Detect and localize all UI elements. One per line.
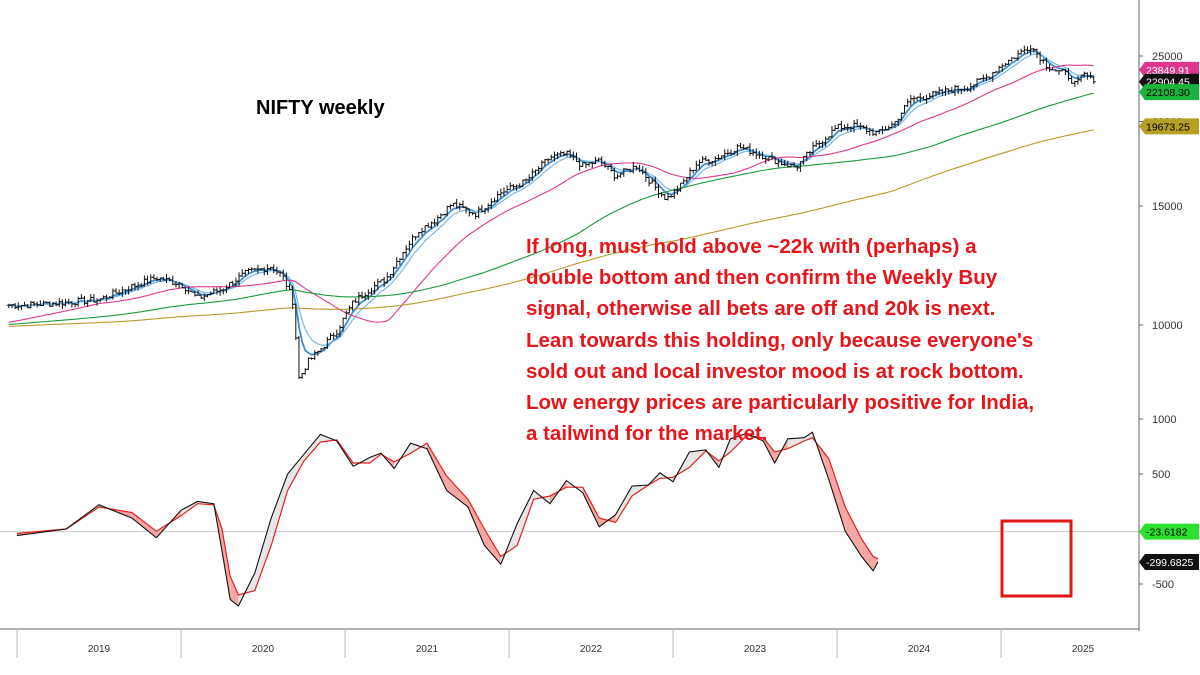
oscillator-y-tick-label: -500 bbox=[1152, 579, 1174, 591]
value-badges: 23849.9122904.4522108.3019673.25-23.6182… bbox=[1139, 61, 1199, 570]
oscillator-fill bbox=[484, 529, 501, 565]
value-badge: 22108.30 bbox=[1139, 84, 1199, 101]
value-badge: 19673.25 bbox=[1139, 118, 1199, 135]
price-y-tick-label: 15000 bbox=[1152, 201, 1183, 213]
oscillator-fill bbox=[131, 512, 157, 538]
moving-average-line bbox=[8, 92, 1094, 326]
price-y-tick-label: 10000 bbox=[1152, 320, 1183, 332]
oscillator-fill bbox=[230, 576, 239, 606]
annotation-text: If long, must hold above ~22k with (perh… bbox=[526, 231, 1166, 449]
chart-title: NIFTY weekly bbox=[256, 97, 385, 119]
x-tick-label: 2020 bbox=[252, 644, 275, 655]
oscillator-fill bbox=[468, 499, 485, 546]
annotation-line: If long, must hold above ~22k with (perh… bbox=[526, 235, 977, 258]
oscillator-fill bbox=[427, 443, 447, 491]
value-badge: -299.6825 bbox=[1139, 553, 1199, 570]
annotation-line: Lean towards this holding, only because … bbox=[526, 328, 1034, 352]
moving-average-lines bbox=[8, 49, 1095, 356]
oscillator-fill bbox=[845, 507, 862, 557]
value-badge-box bbox=[1139, 553, 1199, 570]
oscillator-fill bbox=[254, 518, 272, 591]
moving-average-line bbox=[8, 53, 1094, 347]
oscillator-fill bbox=[500, 523, 518, 565]
annotation-line: double bottom and then confirm the Weekl… bbox=[526, 266, 998, 290]
value-badge-label: -23.6182 bbox=[1146, 527, 1188, 539]
oscillator-y-tick-label: 1000 bbox=[1152, 414, 1176, 426]
moving-average-line bbox=[8, 129, 1094, 327]
value-badge-label: 22108.30 bbox=[1146, 87, 1190, 99]
value-badge-box bbox=[1139, 118, 1199, 135]
oscillator-fill bbox=[304, 434, 321, 461]
oscillator-fast-line bbox=[16, 431, 879, 607]
value-badge: -23.6182 bbox=[1139, 523, 1199, 540]
oscillator-fill bbox=[861, 538, 874, 571]
moving-average-line bbox=[8, 49, 1095, 356]
annotation-line: a tailwind for the market. bbox=[526, 422, 768, 446]
axes: 100001500020000250001000500-500201920202… bbox=[0, 0, 1183, 658]
oscillator-y-tick-label: 500 bbox=[1152, 469, 1170, 481]
value-badge-label: -299.6825 bbox=[1146, 557, 1193, 569]
oscillator-fill bbox=[659, 472, 673, 482]
value-badge-label: 19673.25 bbox=[1146, 121, 1190, 133]
oscillator-fill bbox=[873, 556, 878, 571]
x-tick-label: 2022 bbox=[580, 644, 603, 655]
oscillator-fill bbox=[582, 487, 600, 527]
oscillator-fill bbox=[446, 476, 468, 507]
annotation-line: signal, otherwise all bets are off and 2… bbox=[526, 297, 996, 321]
x-tick-label: 2025 bbox=[1072, 644, 1095, 655]
oscillator-highlight-box bbox=[1000, 519, 1073, 598]
oscillator-fill bbox=[804, 432, 813, 441]
price-y-tick-label: 25000 bbox=[1152, 51, 1183, 63]
value-badge-box bbox=[1139, 523, 1199, 540]
oscillator-panel bbox=[0, 431, 1139, 607]
x-tick-label: 2023 bbox=[744, 644, 767, 655]
oscillator-fill bbox=[222, 529, 231, 600]
price-candles bbox=[6, 45, 1096, 380]
oscillator-signal-line bbox=[16, 434, 879, 596]
x-tick-label: 2021 bbox=[416, 644, 439, 655]
value-badge-box bbox=[1139, 84, 1199, 101]
annotation-line: Low energy prices are particularly posit… bbox=[526, 391, 1035, 415]
oscillator-fill bbox=[287, 454, 304, 491]
x-tick-label: 2024 bbox=[908, 644, 931, 655]
x-tick-label: 2019 bbox=[88, 644, 111, 655]
annotation-line: sold out and local investor mood is at r… bbox=[526, 359, 1024, 383]
oscillator-fill bbox=[271, 474, 288, 546]
oscillator-fill bbox=[787, 437, 805, 449]
oscillator-fill bbox=[828, 458, 846, 532]
oscillator-fill bbox=[615, 486, 632, 523]
oscillator-fill bbox=[517, 490, 534, 546]
moving-average-line bbox=[8, 64, 1094, 323]
